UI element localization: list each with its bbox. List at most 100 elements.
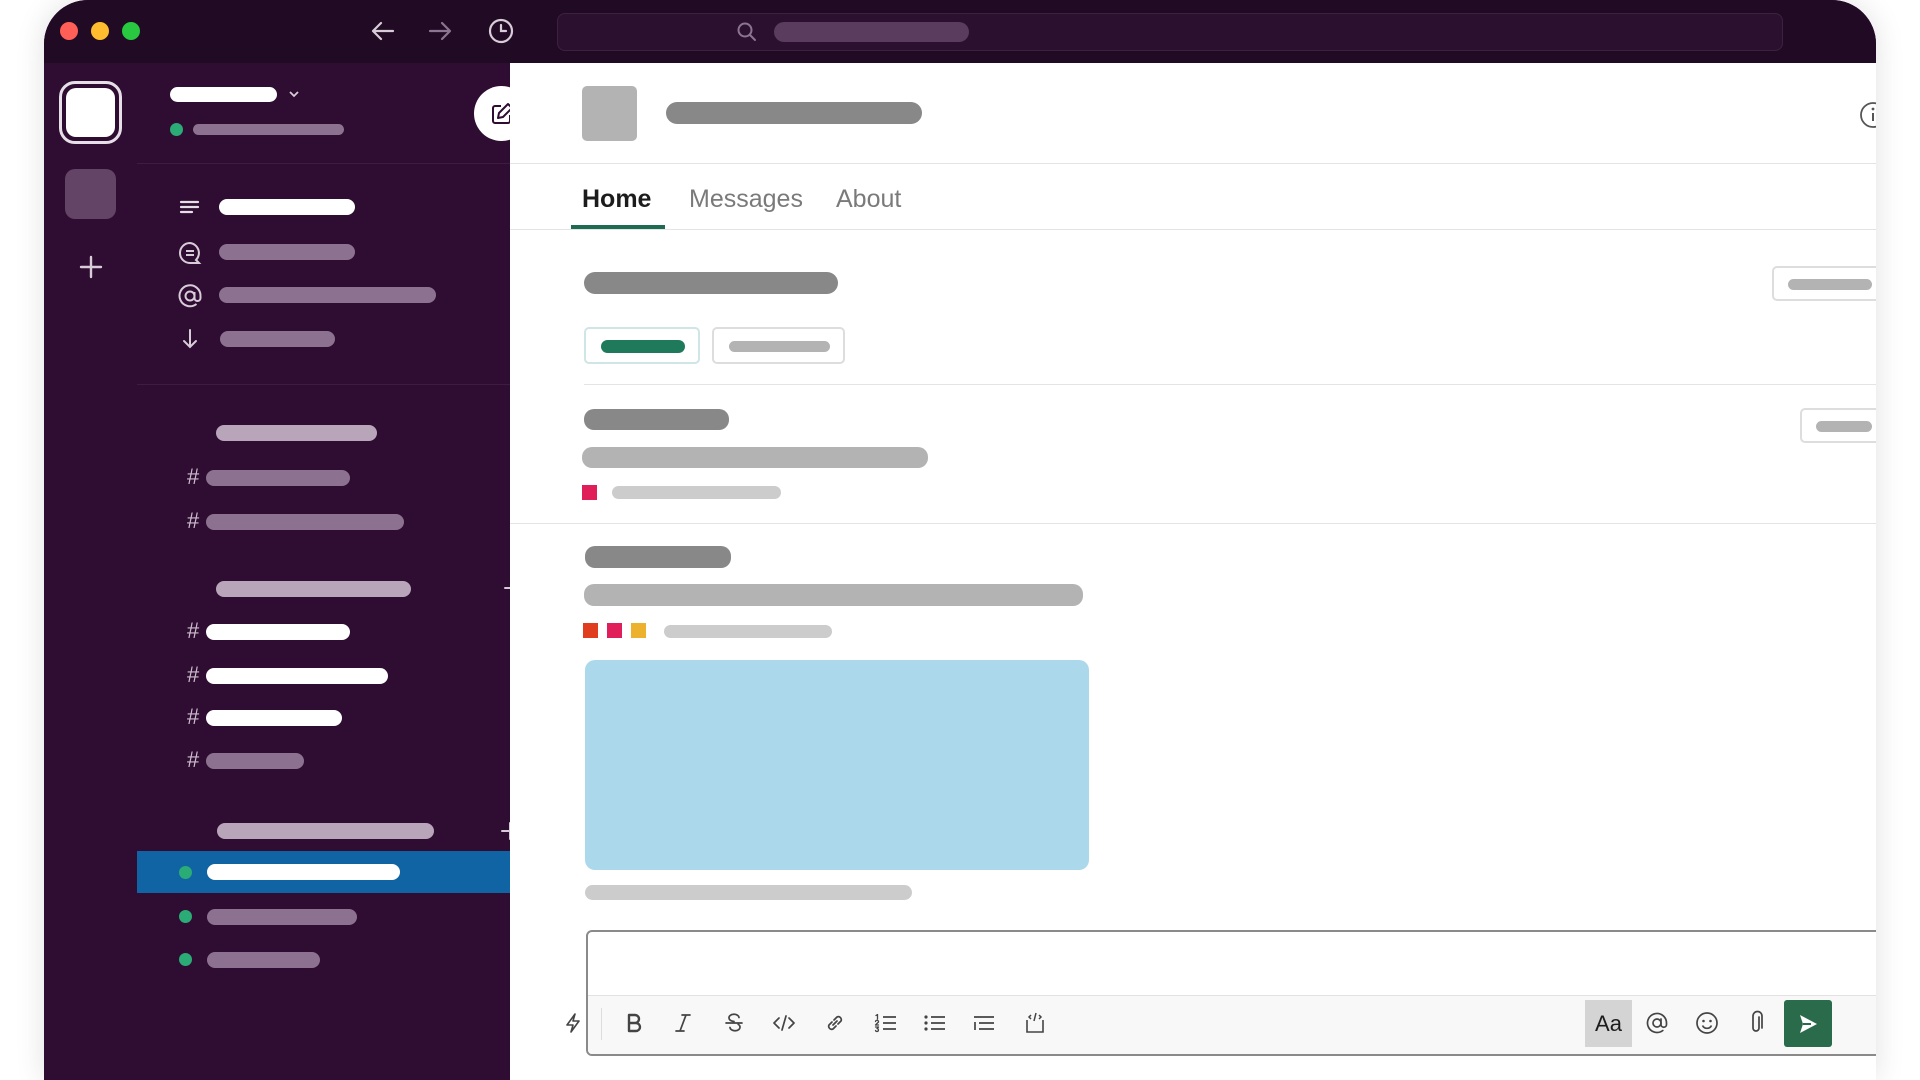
primary-pill-button[interactable] [584,327,700,364]
presence-dot [179,910,192,923]
tab-home[interactable]: Home [582,185,652,213]
maximize-window-button[interactable] [122,22,140,40]
item-action-button[interactable] [1800,408,1876,443]
presence-dot [179,866,192,879]
hash-icon: # [187,704,200,729]
section-divider [584,384,1876,385]
item-meta-bar [612,486,781,499]
workspace-switcher-active[interactable] [59,81,122,144]
active-tab-indicator [571,225,665,229]
bulleted-list-icon[interactable] [920,1008,950,1038]
nav-label-bar [219,287,436,303]
arrow-left-icon[interactable] [367,15,399,47]
search-placeholder-bar [774,22,969,42]
link-icon[interactable] [820,1008,850,1038]
workspace-name-bar[interactable] [170,87,277,102]
app-window: # # # # # # [44,0,1876,1080]
dm-bubble-icon [177,240,203,266]
channel-name-bar [206,753,304,769]
button-label-bar [1816,421,1872,432]
divider [137,163,510,164]
section-title-bar [584,272,838,294]
emoji-icon[interactable] [1692,1008,1722,1038]
mention-icon[interactable] [1642,1008,1672,1038]
channel-name-bar [206,668,388,684]
channel-item[interactable]: # [187,706,487,730]
search-bar[interactable] [557,13,1783,51]
button-label-bar [1788,279,1872,290]
add-workspace-plus-icon[interactable] [78,254,104,280]
item-title-bar [585,546,731,568]
button-label-bar [601,340,685,353]
nav-item-mentions[interactable] [167,283,487,308]
header-divider [510,163,1876,164]
nav-item-downloads[interactable] [167,327,487,351]
history-clock-icon[interactable] [485,15,517,47]
channel-item[interactable]: # [187,466,487,490]
item-title-bar [584,409,729,430]
section-header-bar[interactable] [217,823,434,839]
channel-item[interactable]: # [187,510,487,534]
shortcuts-lightning-icon[interactable] [558,1008,588,1038]
ordered-list-icon[interactable] [871,1008,901,1038]
code-block-icon[interactable] [1020,1008,1050,1038]
hash-icon: # [187,747,200,772]
tag-color-square [607,623,622,638]
section-header-bar[interactable] [216,425,377,441]
tabs-divider [510,229,1876,230]
channel-item[interactable]: # [187,620,487,644]
section-action-button[interactable] [1772,266,1876,301]
code-icon[interactable] [769,1008,799,1038]
downloads-arrow-icon [180,328,200,350]
channel-item[interactable]: # [187,749,487,773]
text-style-button[interactable]: Aa [1585,1000,1632,1047]
dm-item[interactable] [137,904,510,930]
dm-item-selected[interactable] [137,851,510,893]
image-attachment[interactable] [585,660,1089,870]
send-button[interactable] [1784,1000,1832,1047]
italic-icon[interactable] [668,1008,698,1038]
hash-icon: # [187,662,200,687]
tab-about[interactable]: About [836,185,902,213]
section-header-bar[interactable] [216,581,411,597]
status-bar [193,124,344,135]
chevron-down-icon[interactable] [287,87,301,101]
arrow-right-icon[interactable] [424,15,456,47]
section-divider [510,523,1876,524]
nav-item-threads[interactable] [167,195,487,219]
blockquote-icon[interactable] [969,1008,999,1038]
nav-item-dms[interactable] [167,240,487,264]
minimize-window-button[interactable] [91,22,109,40]
button-label-bar [729,341,830,352]
dm-item[interactable] [137,947,510,973]
bold-icon[interactable] [619,1008,649,1038]
item-description-bar [582,447,928,468]
tab-messages[interactable]: Messages [689,185,803,213]
channel-name-bar [206,514,404,530]
hash-icon: # [187,508,200,533]
workspace-icon [66,88,115,137]
channel-name-bar [206,624,350,640]
info-icon[interactable] [1858,100,1876,130]
workspace-switcher[interactable] [65,169,116,219]
secondary-pill-button[interactable] [712,327,845,364]
channel-name-bar [206,470,350,486]
hash-icon: # [187,618,200,643]
hash-icon: # [187,464,200,489]
channel-name-bar [206,710,342,726]
nav-label-bar [220,331,335,347]
channel-title-bar [666,102,922,124]
workspace-rail [44,63,138,1080]
tag-color-square [631,623,646,638]
close-window-button[interactable] [60,22,78,40]
presence-dot [179,953,192,966]
channel-avatar [582,86,637,141]
dm-name-bar [207,909,357,925]
strikethrough-icon[interactable] [719,1008,749,1038]
message-input[interactable] [588,932,1876,995]
toolbar-separator [601,1008,602,1040]
channel-item[interactable]: # [187,664,487,688]
attach-icon[interactable] [1741,1008,1771,1038]
threads-icon [179,197,201,217]
tag-color-square [583,623,598,638]
